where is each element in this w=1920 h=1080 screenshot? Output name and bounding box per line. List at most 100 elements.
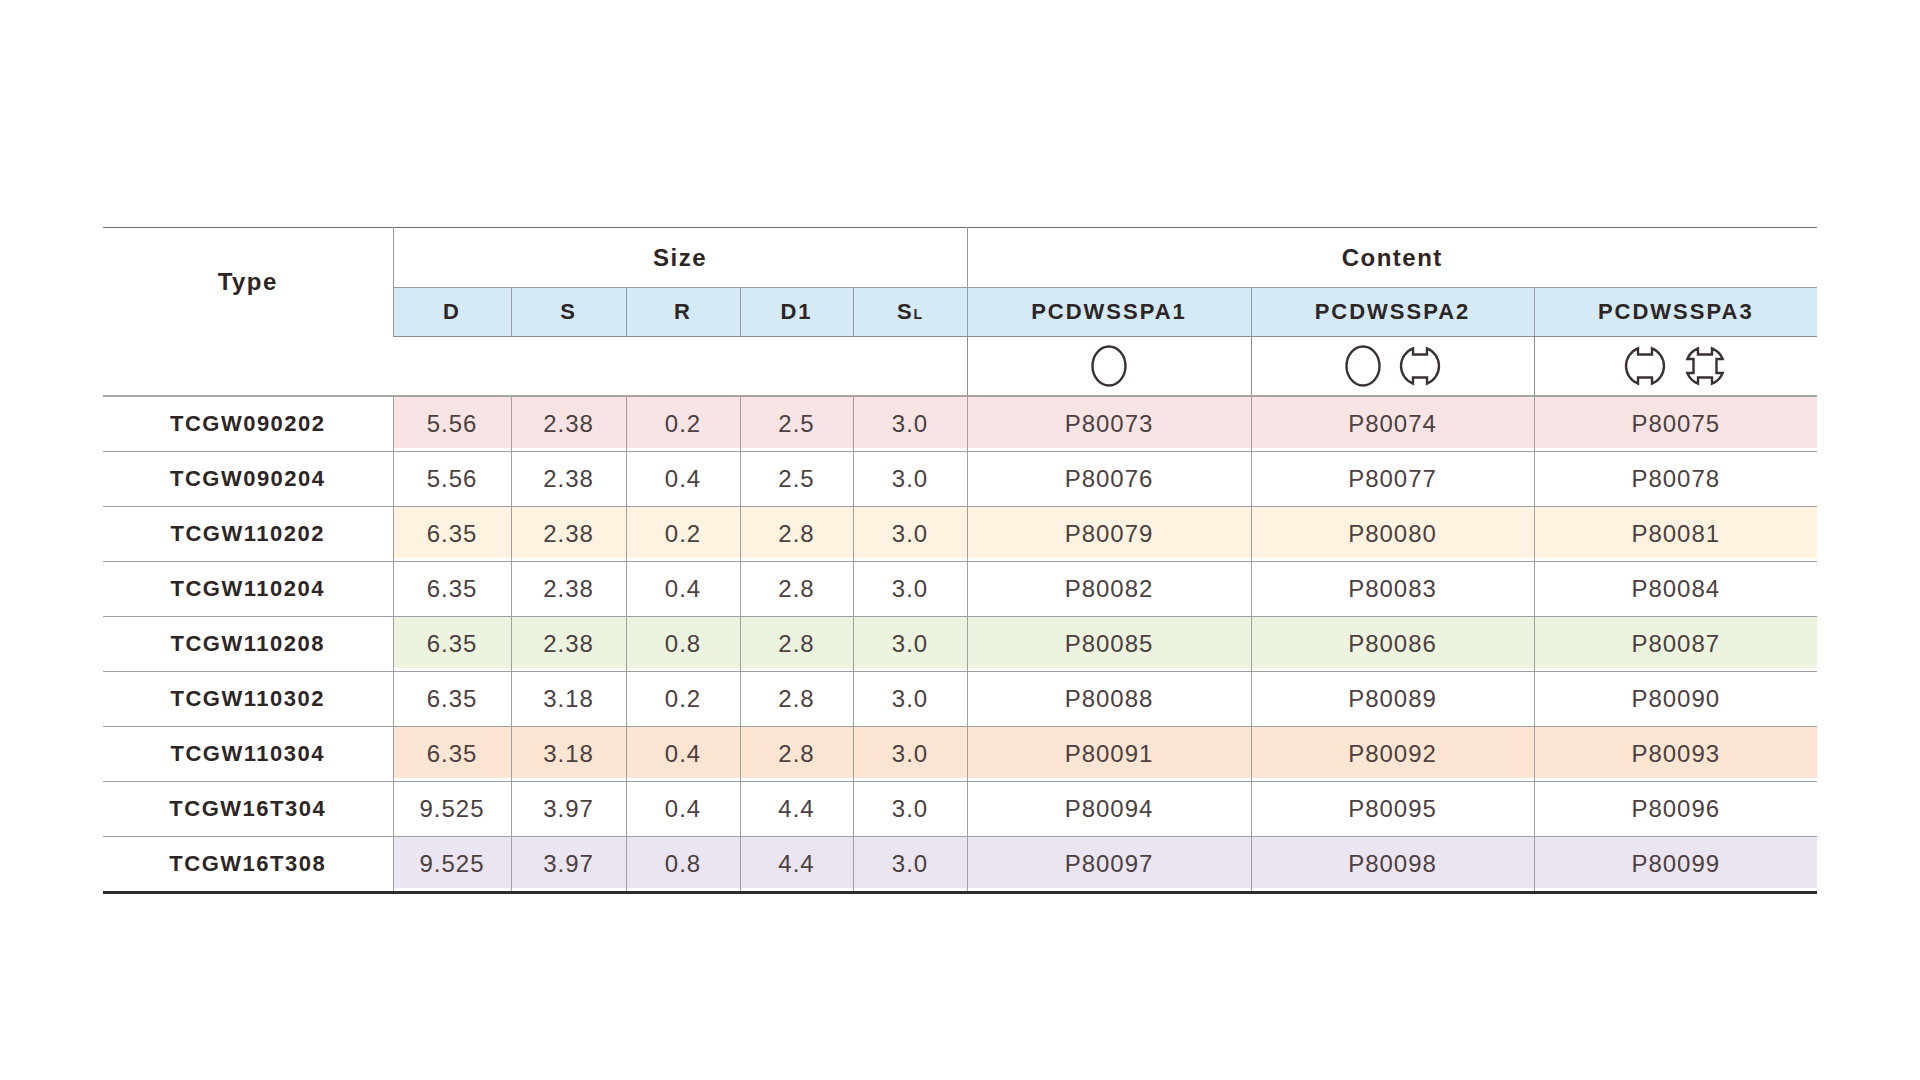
pcdwsspa1-cell: P80073 xyxy=(967,396,1251,452)
r-cell: 0.4 xyxy=(626,452,740,507)
r-cell: 0.4 xyxy=(626,727,740,782)
sl-cell: 3.0 xyxy=(853,452,967,507)
d1-cell: 4.4 xyxy=(740,782,853,837)
round-insert-icon xyxy=(1089,344,1129,388)
size-group-header: Size xyxy=(393,228,967,288)
s-cell: 2.38 xyxy=(511,562,626,617)
pcdwsspa2-cell: P80098 xyxy=(1251,837,1534,893)
two-notch-insert-icon xyxy=(1623,344,1667,388)
pcdwsspa2-cell: P80095 xyxy=(1251,782,1534,837)
pcdwsspa3-cell: P80081 xyxy=(1534,507,1817,562)
sl-cell: 3.0 xyxy=(853,782,967,837)
pcdwsspa2-shape-icons xyxy=(1251,337,1534,397)
d-cell: 6.35 xyxy=(393,672,511,727)
pcdwsspa1-cell: P80082 xyxy=(967,562,1251,617)
pcdwsspa1-cell: P80088 xyxy=(967,672,1251,727)
table-row: TCGW110204 6.35 2.38 0.4 2.8 3.0 P80082 … xyxy=(103,562,1817,617)
pcdwsspa1-cell: P80094 xyxy=(967,782,1251,837)
sl-cell: 3.0 xyxy=(853,617,967,672)
insert-shape-icon-row xyxy=(103,337,1817,397)
pcdwsspa3-cell: P80099 xyxy=(1534,837,1817,893)
d1-cell: 2.8 xyxy=(740,507,853,562)
catalog-table-container: Type Size Content D S R D1 SL PCDWSSPA1 … xyxy=(103,227,1817,894)
type-column-header: Type xyxy=(103,228,393,337)
sl-cell: 3.0 xyxy=(853,396,967,452)
pcdwsspa2-cell: P80077 xyxy=(1251,452,1534,507)
d1-cell: 2.5 xyxy=(740,452,853,507)
table-row: TCGW16T304 9.525 3.97 0.4 4.4 3.0 P80094… xyxy=(103,782,1817,837)
content-group-header: Content xyxy=(967,228,1817,288)
pcdwsspa1-cell: P80076 xyxy=(967,452,1251,507)
pcdwsspa2-cell: P80086 xyxy=(1251,617,1534,672)
col-header-pcdwsspa3: PCDWSSPA3 xyxy=(1534,288,1817,337)
type-cell: TCGW110208 xyxy=(103,617,393,672)
pcdwsspa3-cell: P80078 xyxy=(1534,452,1817,507)
sl-cell: 3.0 xyxy=(853,672,967,727)
pcdwsspa2-cell: P80080 xyxy=(1251,507,1534,562)
four-notch-insert-icon xyxy=(1682,344,1728,388)
d-cell: 6.35 xyxy=(393,727,511,782)
round-insert-icon xyxy=(1343,344,1383,388)
d-cell: 6.35 xyxy=(393,507,511,562)
pcdwsspa3-shape-icons xyxy=(1534,337,1817,397)
d-cell: 5.56 xyxy=(393,396,511,452)
pcdwsspa1-cell: P80091 xyxy=(967,727,1251,782)
two-notch-insert-icon xyxy=(1398,344,1442,388)
r-cell: 0.4 xyxy=(626,782,740,837)
s-cell: 3.18 xyxy=(511,672,626,727)
pcdwsspa1-cell: P80085 xyxy=(967,617,1251,672)
pcdwsspa1-cell: P80079 xyxy=(967,507,1251,562)
d1-cell: 2.8 xyxy=(740,727,853,782)
pcdwsspa3-cell: P80084 xyxy=(1534,562,1817,617)
d1-cell: 2.8 xyxy=(740,672,853,727)
col-header-d: D xyxy=(393,288,511,337)
pcdwsspa2-cell: P80074 xyxy=(1251,396,1534,452)
sl-sub: L xyxy=(914,306,924,322)
sl-cell: 3.0 xyxy=(853,727,967,782)
col-header-d1: D1 xyxy=(740,288,853,337)
r-cell: 0.2 xyxy=(626,396,740,452)
pcdwsspa1-cell: P80097 xyxy=(967,837,1251,893)
s-cell: 2.38 xyxy=(511,396,626,452)
type-cell: TCGW090204 xyxy=(103,452,393,507)
pcdwsspa3-cell: P80075 xyxy=(1534,396,1817,452)
d1-cell: 2.8 xyxy=(740,562,853,617)
s-cell: 2.38 xyxy=(511,617,626,672)
col-header-pcdwsspa1: PCDWSSPA1 xyxy=(967,288,1251,337)
d-cell: 6.35 xyxy=(393,617,511,672)
r-cell: 0.4 xyxy=(626,562,740,617)
s-cell: 3.97 xyxy=(511,782,626,837)
table-row: TCGW110304 6.35 3.18 0.4 2.8 3.0 P80091 … xyxy=(103,727,1817,782)
r-cell: 0.8 xyxy=(626,837,740,893)
d-cell: 5.56 xyxy=(393,452,511,507)
d-cell: 6.35 xyxy=(393,562,511,617)
d-cell: 9.525 xyxy=(393,837,511,893)
pcdwsspa3-cell: P80087 xyxy=(1534,617,1817,672)
s-cell: 2.38 xyxy=(511,507,626,562)
col-header-s: S xyxy=(511,288,626,337)
r-cell: 0.2 xyxy=(626,507,740,562)
group-header-row: Type Size Content xyxy=(103,228,1817,288)
r-cell: 0.8 xyxy=(626,617,740,672)
pcdwsspa3-cell: P80096 xyxy=(1534,782,1817,837)
s-cell: 2.38 xyxy=(511,452,626,507)
pcdwsspa3-cell: P80090 xyxy=(1534,672,1817,727)
pcdwsspa1-shape-icons xyxy=(967,337,1251,397)
table-row: TCGW110302 6.35 3.18 0.2 2.8 3.0 P80088 … xyxy=(103,672,1817,727)
d1-cell: 4.4 xyxy=(740,837,853,893)
table-row: TCGW110208 6.35 2.38 0.8 2.8 3.0 P80085 … xyxy=(103,617,1817,672)
type-cell: TCGW16T308 xyxy=(103,837,393,893)
d1-cell: 2.8 xyxy=(740,617,853,672)
type-cell: TCGW090202 xyxy=(103,396,393,452)
table-row: TCGW090202 5.56 2.38 0.2 2.5 3.0 P80073 … xyxy=(103,396,1817,452)
type-cell: TCGW16T304 xyxy=(103,782,393,837)
sl-cell: 3.0 xyxy=(853,837,967,893)
type-cell: TCGW110302 xyxy=(103,672,393,727)
pcdwsspa2-cell: P80092 xyxy=(1251,727,1534,782)
d-cell: 9.525 xyxy=(393,782,511,837)
type-cell: TCGW110204 xyxy=(103,562,393,617)
icon-row-spacer xyxy=(103,337,967,397)
pcdwsspa2-cell: P80083 xyxy=(1251,562,1534,617)
col-header-sl: SL xyxy=(853,288,967,337)
r-cell: 0.2 xyxy=(626,672,740,727)
